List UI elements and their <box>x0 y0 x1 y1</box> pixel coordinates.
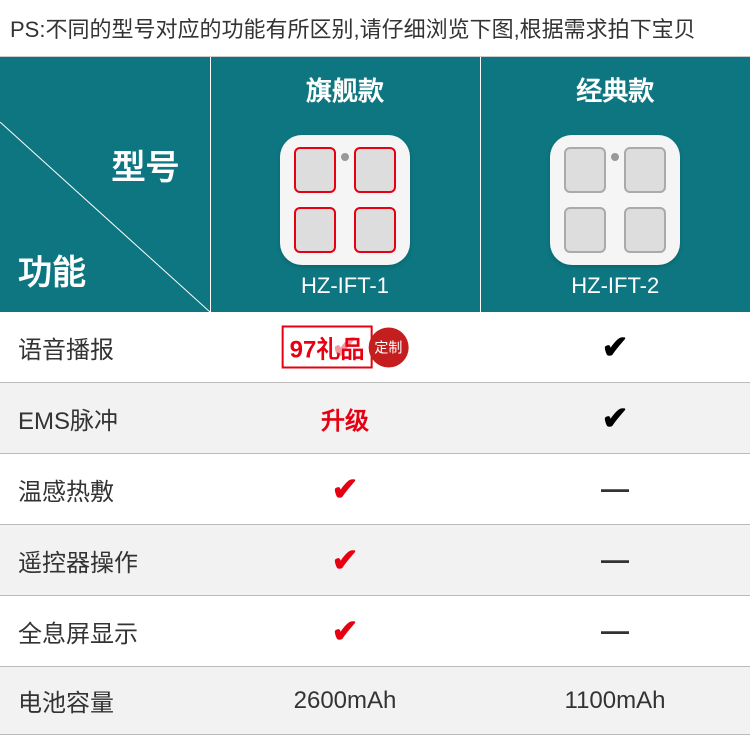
model-a-cell: HZ-IFT-1 <box>210 122 480 312</box>
device-b-icon <box>550 135 680 265</box>
feature-b-value: 1100mAh <box>480 667 750 735</box>
feature-b-value: ✔ <box>480 383 750 454</box>
feature-a-value: 升级 <box>210 383 480 454</box>
device-a-icon <box>280 135 410 265</box>
feature-a-value: ✔ <box>210 596 480 667</box>
feature-row: 全息屏显示✔— <box>0 596 750 667</box>
header-row: 旗舰款 经典款 <box>0 57 750 122</box>
feature-b-value: — <box>480 525 750 596</box>
ps-note: PS:不同的型号对应的功能有所区别,请仔细浏览下图,根据需求拍下宝贝 <box>0 0 750 57</box>
model-b-cell: HZ-IFT-2 <box>480 122 750 312</box>
feature-label: 电池容量 <box>0 667 210 735</box>
model-a-name: HZ-IFT-1 <box>211 273 480 299</box>
comparison-table: 旗舰款 经典款 型号 功能 HZ-IFT-1 HZ-IFT-2 语音播报✔97礼… <box>0 57 750 735</box>
model-b-name: HZ-IFT-2 <box>481 273 750 299</box>
feature-a-value: ✔ <box>210 525 480 596</box>
feature-a-value: 2600mAh <box>210 667 480 735</box>
feature-row: 温感热敷✔— <box>0 454 750 525</box>
feature-b-value: ✔ <box>480 312 750 383</box>
header-flagship: 旗舰款 <box>210 57 480 122</box>
feature-a-value: ✔ <box>210 454 480 525</box>
corner-cell: 型号 功能 <box>0 122 210 312</box>
feature-row: 电池容量2600mAh1100mAh <box>0 667 750 735</box>
feature-a-value: ✔97礼品定制 <box>210 312 480 383</box>
feature-b-value: — <box>480 454 750 525</box>
header-classic: 经典款 <box>480 57 750 122</box>
feature-row: 遥控器操作✔— <box>0 525 750 596</box>
label-function: 功能 <box>18 245 86 294</box>
feature-row: 语音播报✔97礼品定制✔ <box>0 312 750 383</box>
feature-row: EMS脉冲升级✔ <box>0 383 750 454</box>
feature-label: 语音播报 <box>0 312 210 383</box>
model-row: 型号 功能 HZ-IFT-1 HZ-IFT-2 <box>0 122 750 312</box>
feature-label: EMS脉冲 <box>0 383 210 454</box>
feature-b-value: — <box>480 596 750 667</box>
feature-label: 遥控器操作 <box>0 525 210 596</box>
feature-label: 全息屏显示 <box>0 596 210 667</box>
label-model: 型号 <box>112 140 180 189</box>
feature-label: 温感热敷 <box>0 454 210 525</box>
